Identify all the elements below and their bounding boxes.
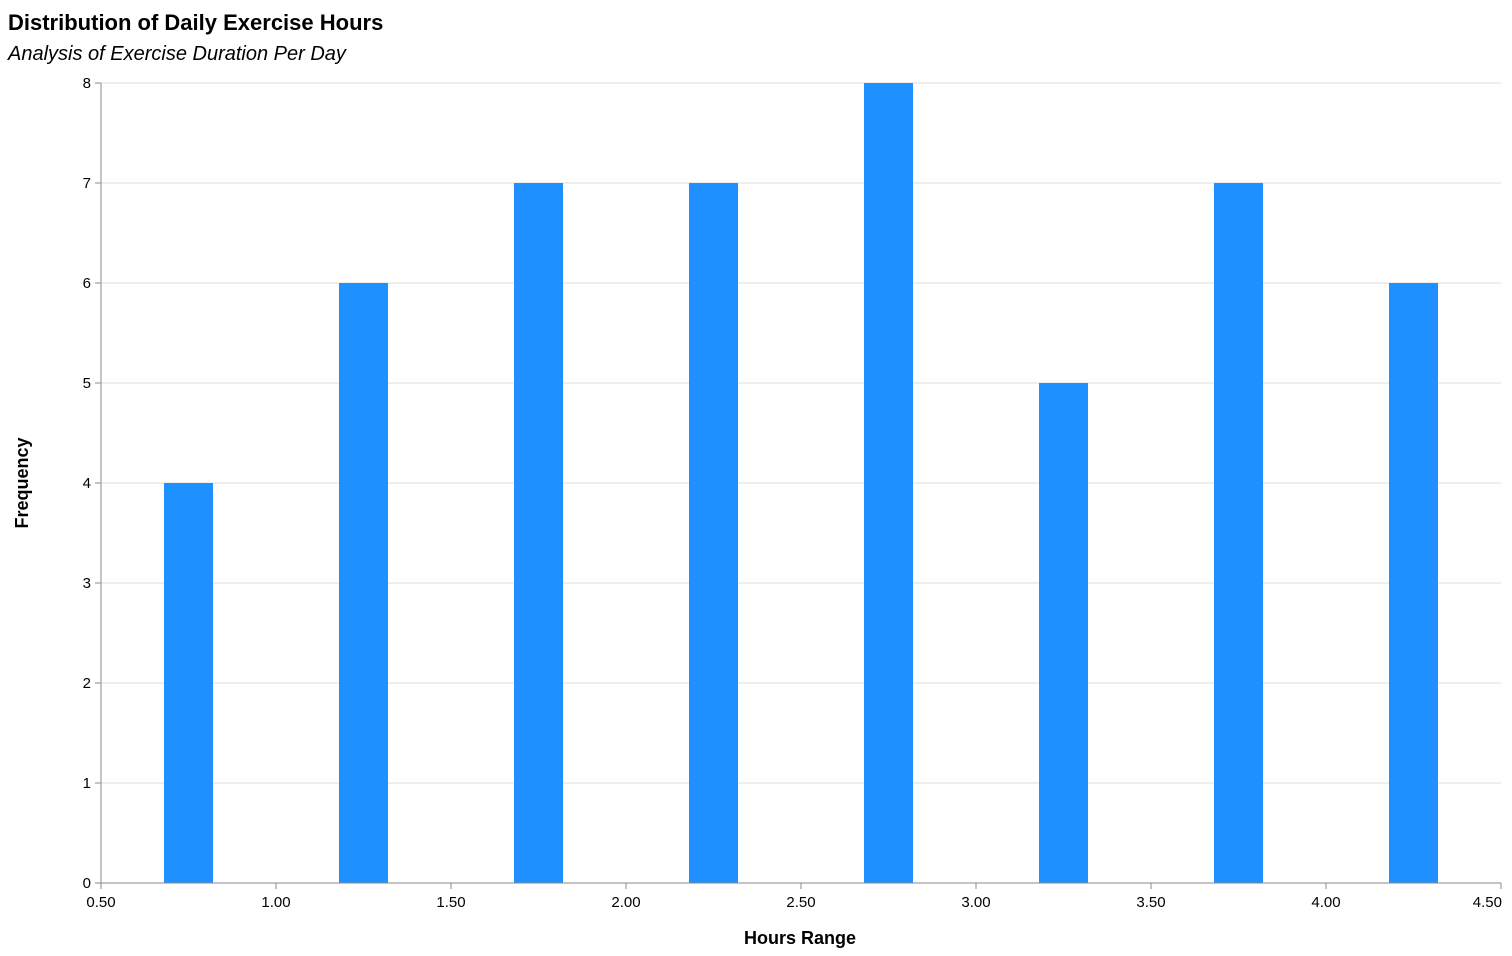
y-tick-label: 6 — [83, 275, 91, 292]
x-tick-label: 4.50 — [1473, 894, 1502, 911]
x-tick-label: 4.00 — [1311, 894, 1340, 911]
chart-subtitle: Analysis of Exercise Duration Per Day — [7, 43, 347, 65]
axes: 0 1 2 3 4 5 6 7 8 0.50 1.00 1.50 2.00 2.50 3.00 3.50 4.0… — [83, 75, 1502, 911]
grid-lines — [101, 82, 1501, 884]
x-tick-label: 1.00 — [261, 894, 290, 911]
x-tick-label: 3.50 — [1136, 894, 1165, 911]
y-tick-label: 4 — [83, 475, 91, 492]
y-tick-label: 2 — [83, 675, 91, 692]
x-tick-label: 2.00 — [611, 894, 640, 911]
bar-5 — [1039, 383, 1088, 883]
y-tick-label: 5 — [83, 375, 91, 392]
bar-2 — [514, 183, 563, 883]
y-tick-label: 3 — [83, 575, 91, 592]
y-axis-title: Frequency — [12, 437, 32, 528]
x-tick-label: 0.50 — [86, 894, 115, 911]
bar-7 — [1389, 283, 1438, 883]
bar-6 — [1214, 183, 1263, 883]
bars — [164, 83, 1438, 883]
y-tick-label: 7 — [83, 175, 91, 192]
y-tick-label: 8 — [83, 75, 91, 92]
chart-title: Distribution of Daily Exercise Hours — [8, 10, 383, 35]
bar-1 — [339, 283, 388, 883]
x-tick-label: 3.00 — [961, 894, 990, 911]
x-tick-label: 1.50 — [436, 894, 465, 911]
bar-4 — [864, 83, 913, 883]
x-axis-title: Hours Range — [744, 928, 856, 948]
y-tick-label: 0 — [83, 875, 91, 892]
bar-0 — [164, 483, 213, 883]
y-tick-label: 1 — [83, 775, 91, 792]
bar-3 — [689, 183, 738, 883]
x-tick-label: 2.50 — [786, 894, 815, 911]
